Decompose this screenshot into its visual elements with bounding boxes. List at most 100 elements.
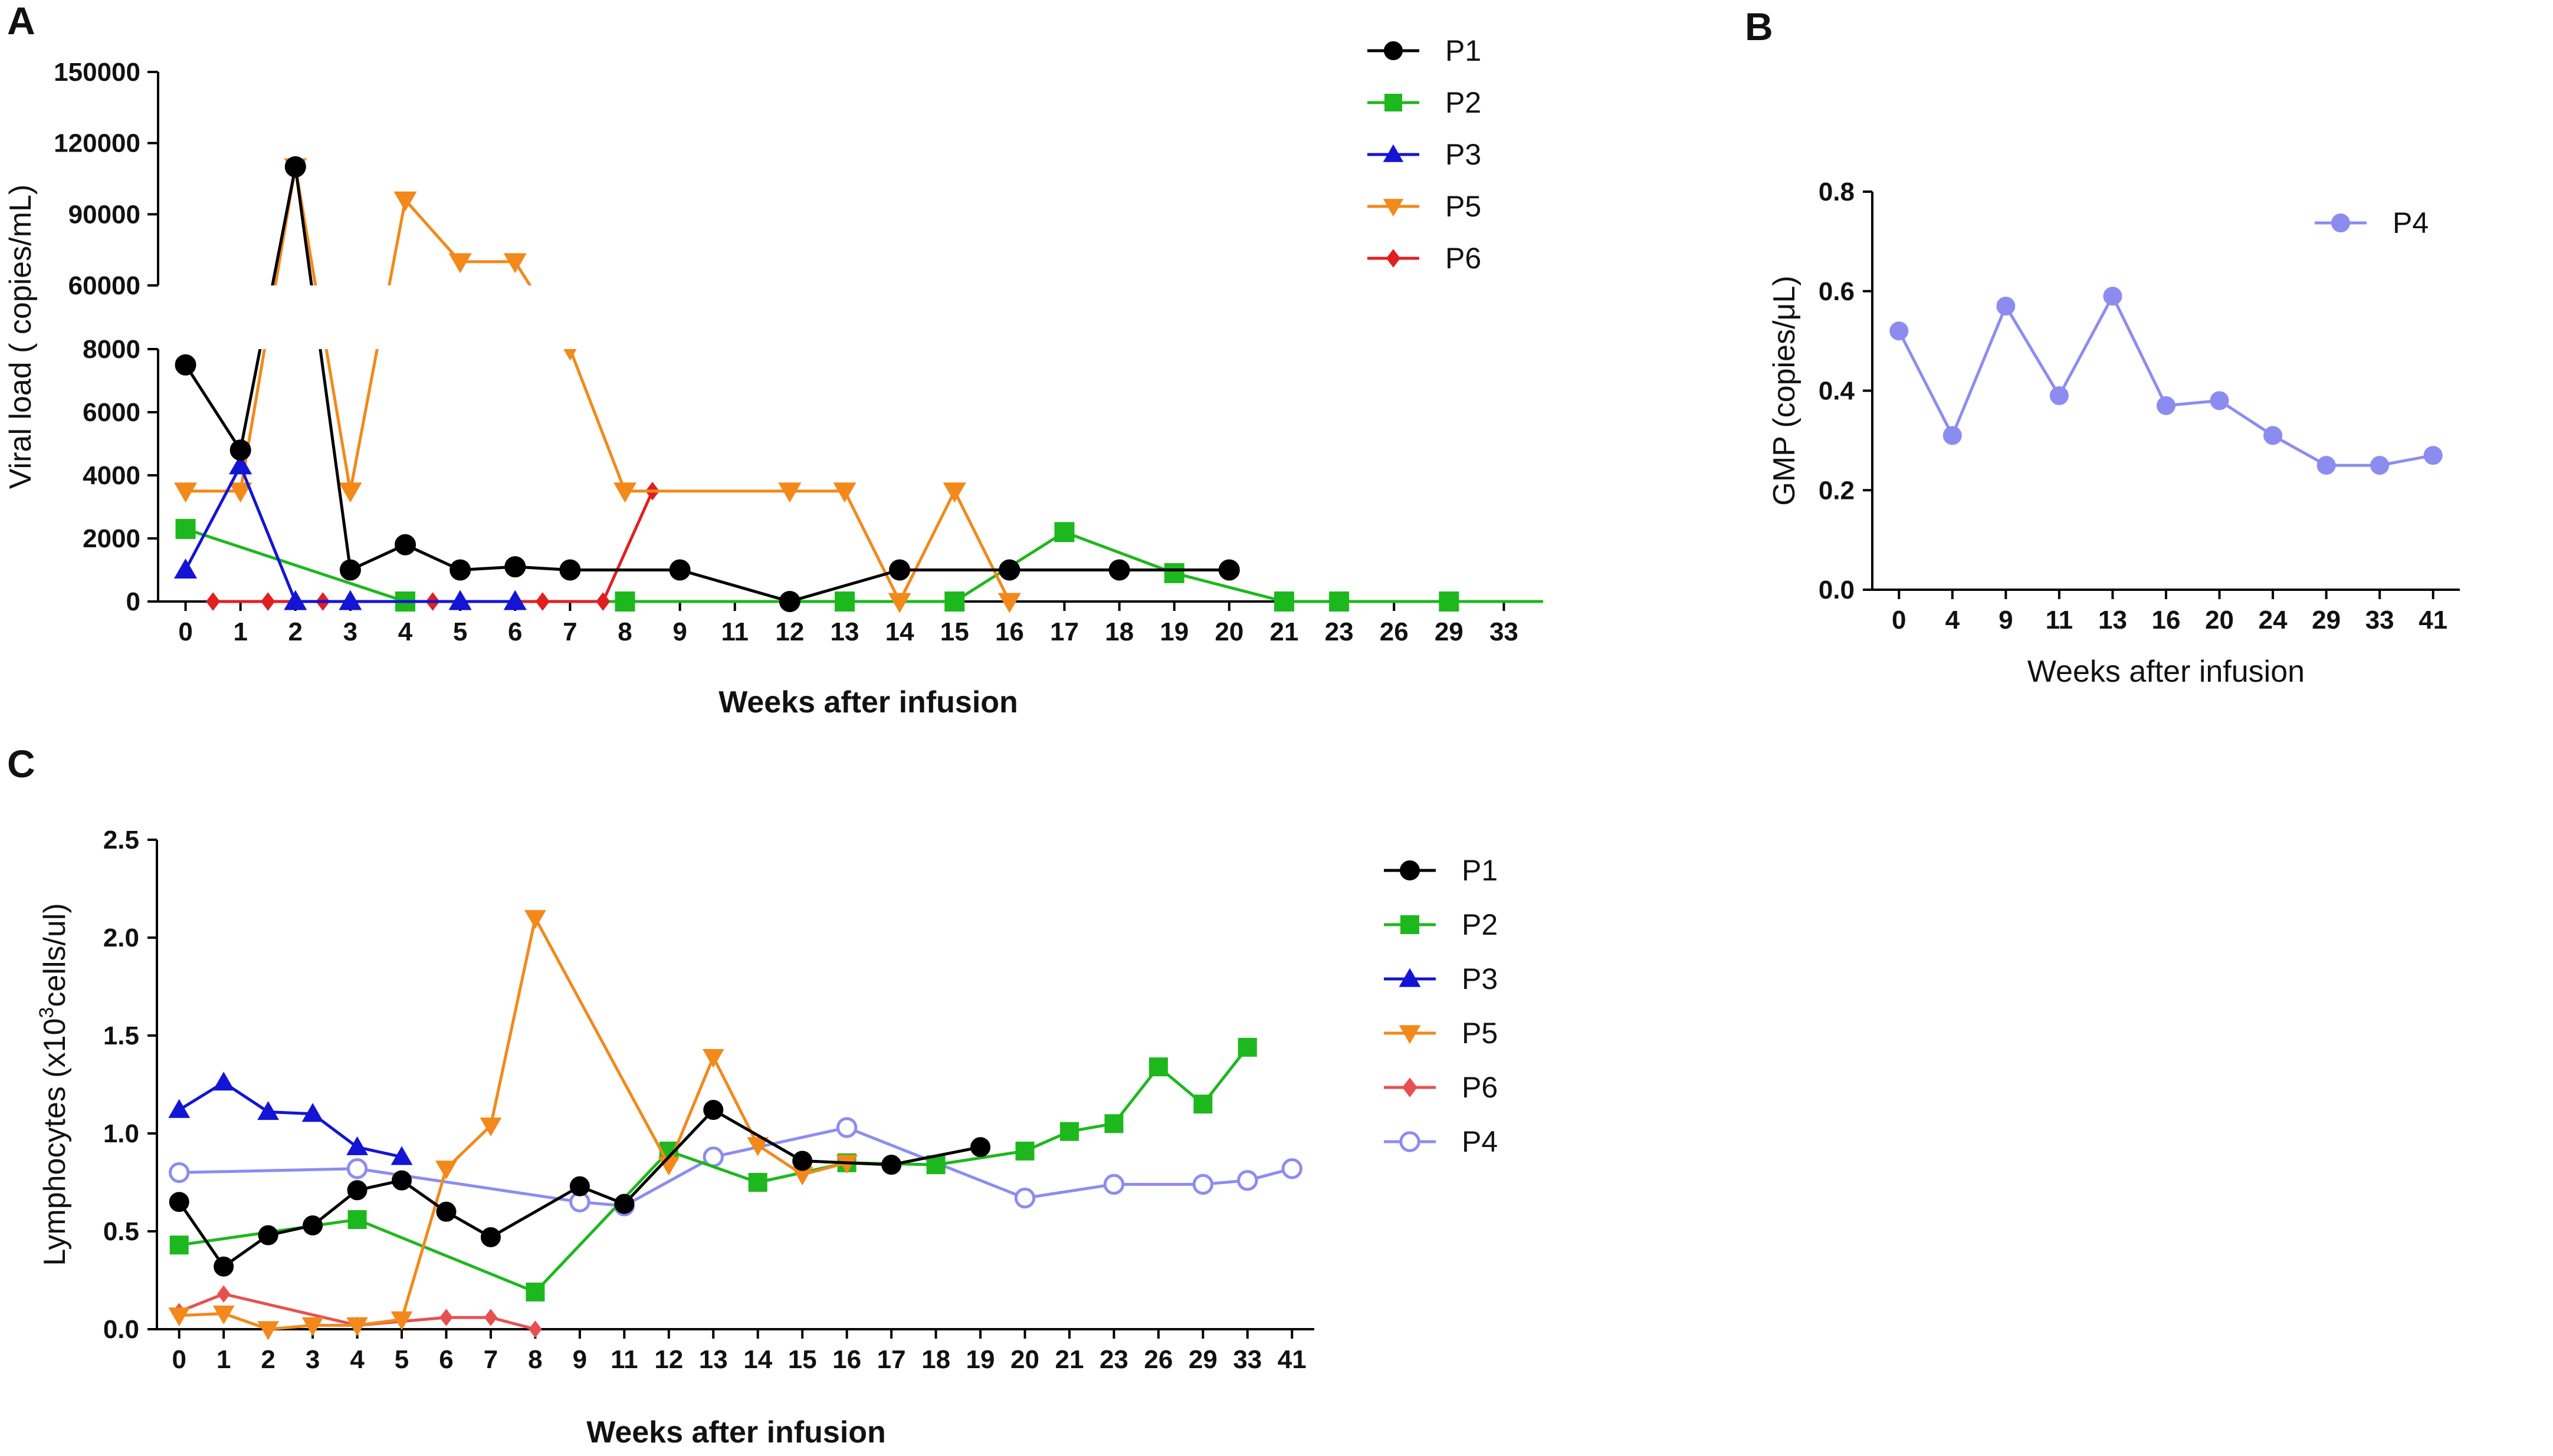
c-legend-marker-p5 <box>1399 1025 1421 1044</box>
a-x-tick-7: 7 <box>563 617 577 646</box>
c-x-tick-17: 17 <box>877 1345 906 1374</box>
c-y-axis-title: Lymphocytes (x103cells/ul) <box>35 903 72 1266</box>
a-point-p5-4 <box>393 191 417 212</box>
c-y-tick-0-5: 0.5 <box>103 1217 139 1246</box>
c-x-tick-14: 14 <box>743 1345 772 1374</box>
a-x-tick-11: 11 <box>721 617 749 646</box>
c-point-p2-9 <box>1104 1114 1124 1133</box>
chart-b-gmp: 0.0 0.2 0.4 0.6 0.8 0 4 9 11 13 16 20 24 29 33 41 Weeks … <box>1767 178 2460 689</box>
c-point-p1-0 <box>169 1192 189 1212</box>
c-x-tick-26: 26 <box>1144 1345 1173 1374</box>
c-x-tick-18: 18 <box>921 1345 950 1374</box>
a-legend-marker-p2 <box>1384 94 1402 111</box>
c-x-tick-2: 2 <box>261 1345 275 1374</box>
c-x-tick-8: 8 <box>528 1345 542 1374</box>
a-point-p5-6 <box>503 253 527 274</box>
c-point-p1-2 <box>258 1225 278 1245</box>
c-x-tick-21: 21 <box>1055 1345 1084 1374</box>
c-legend-label-p6: P6 <box>1462 1071 1498 1104</box>
chart-a-viral-load: 0 2000 4000 6000 8000 60000 90000 120000 150000 0… <box>4 34 1543 719</box>
a-legend-marker-p3 <box>1383 144 1404 162</box>
c-point-p2-2 <box>526 1282 545 1301</box>
a-x-tick-21: 21 <box>1269 617 1298 646</box>
b-x-axis-title: Weeks after infusion <box>2027 655 2305 689</box>
c-legend-marker-p6 <box>1402 1077 1417 1097</box>
c-x-tick-23: 23 <box>1100 1345 1128 1374</box>
a-x-tick-33: 33 <box>1489 617 1518 646</box>
b-point-p4-10 <box>2423 446 2443 465</box>
c-point-p2-12 <box>1238 1037 1257 1057</box>
a-legend-label-p1: P1 <box>1445 34 1481 67</box>
a-point-p2-7 <box>1274 591 1294 612</box>
c-y-axis-title-pre: Lymphocytes (x10 <box>38 1018 72 1266</box>
c-point-p1-11 <box>792 1151 813 1171</box>
a-x-tick-16: 16 <box>995 617 1024 646</box>
c-x-tick-19: 19 <box>966 1345 995 1374</box>
c-point-p6-3 <box>439 1309 453 1326</box>
b-y-tick-0-6: 0.6 <box>1819 277 1855 306</box>
a-point-p1-1 <box>229 439 251 461</box>
c-legend-marker-p3 <box>1399 968 1421 987</box>
c-point-p3-0 <box>168 1099 191 1118</box>
c-point-p5-1 <box>212 1305 235 1324</box>
a-x-tick-1: 1 <box>233 617 247 646</box>
c-legend-marker-p4 <box>1399 1131 1420 1152</box>
a-point-p2-8 <box>1329 591 1350 612</box>
c-x-tick-20: 20 <box>1010 1345 1039 1374</box>
a-point-p1-10 <box>889 559 911 581</box>
b-x-tick-41: 41 <box>2419 606 2447 635</box>
c-point-p4-5 <box>836 1117 858 1138</box>
c-point-p4-1 <box>346 1158 368 1179</box>
c-point-p1-8 <box>569 1176 590 1197</box>
panel-label-c: C <box>7 742 35 785</box>
b-legend-marker-p4 <box>2331 213 2350 232</box>
b-point-p4-1 <box>1942 426 1962 445</box>
c-y-tick-1-5: 1.5 <box>103 1021 139 1050</box>
a-point-p5-3 <box>339 482 362 503</box>
c-point-p3-5 <box>391 1146 413 1165</box>
c-y-axis-title-post: cells/ul) <box>38 903 72 1007</box>
b-x-tick-20: 20 <box>2205 606 2234 635</box>
a-legend-label-p5: P5 <box>1445 190 1481 223</box>
a-point-p2-2 <box>615 591 635 612</box>
c-point-p2-4 <box>748 1173 767 1192</box>
panel-label-a: A <box>7 0 35 42</box>
a-y-tick-0: 0 <box>126 587 140 616</box>
a-x-tick-2: 2 <box>288 617 303 646</box>
c-point-p1-1 <box>214 1256 234 1277</box>
b-legend-label-p4: P4 <box>2393 206 2429 239</box>
c-x-tick-3: 3 <box>306 1345 320 1374</box>
c-point-p3-4 <box>346 1136 368 1155</box>
c-point-p5-3 <box>301 1317 324 1336</box>
a-series-line-p5 <box>185 165 1011 603</box>
c-x-tick-1: 1 <box>216 1345 231 1374</box>
c-point-p5-4 <box>346 1317 368 1336</box>
c-x-tick-29: 29 <box>1189 1345 1218 1374</box>
c-x-tick-5: 5 <box>395 1345 409 1374</box>
a-x-tick-5: 5 <box>453 617 467 646</box>
c-point-p1-10 <box>703 1100 724 1120</box>
a-point-p1-11 <box>999 559 1020 581</box>
c-point-p1-4 <box>347 1180 367 1201</box>
a-y-tick-6000: 6000 <box>83 398 140 427</box>
a-point-p1-6 <box>504 556 526 578</box>
a-x-axis-title: Weeks after infusion <box>718 685 1018 719</box>
c-x-tick-11: 11 <box>611 1345 638 1374</box>
c-x-axis-title: Weeks after infusion <box>586 1415 886 1450</box>
c-y-tick-2-5: 2.5 <box>103 826 139 854</box>
a-x-tick-18: 18 <box>1105 617 1134 646</box>
c-legend-marker-p2 <box>1400 915 1419 934</box>
c-point-p6-1 <box>216 1285 231 1303</box>
c-point-p5-2 <box>257 1321 280 1340</box>
a-y-tick-8000: 8000 <box>83 335 140 364</box>
a-x-tick-9: 9 <box>672 617 687 646</box>
a-point-p1-12 <box>1108 559 1130 581</box>
c-x-tick-12: 12 <box>654 1345 683 1374</box>
c-x-tick-0: 0 <box>172 1345 186 1374</box>
b-y-tick-0-2: 0.2 <box>1819 476 1855 505</box>
a-point-p1-7 <box>559 559 581 581</box>
a-point-p6-5 <box>596 592 611 611</box>
a-x-tick-15: 15 <box>940 617 969 646</box>
b-point-p4-8 <box>2316 456 2336 475</box>
c-point-p1-3 <box>303 1215 323 1236</box>
